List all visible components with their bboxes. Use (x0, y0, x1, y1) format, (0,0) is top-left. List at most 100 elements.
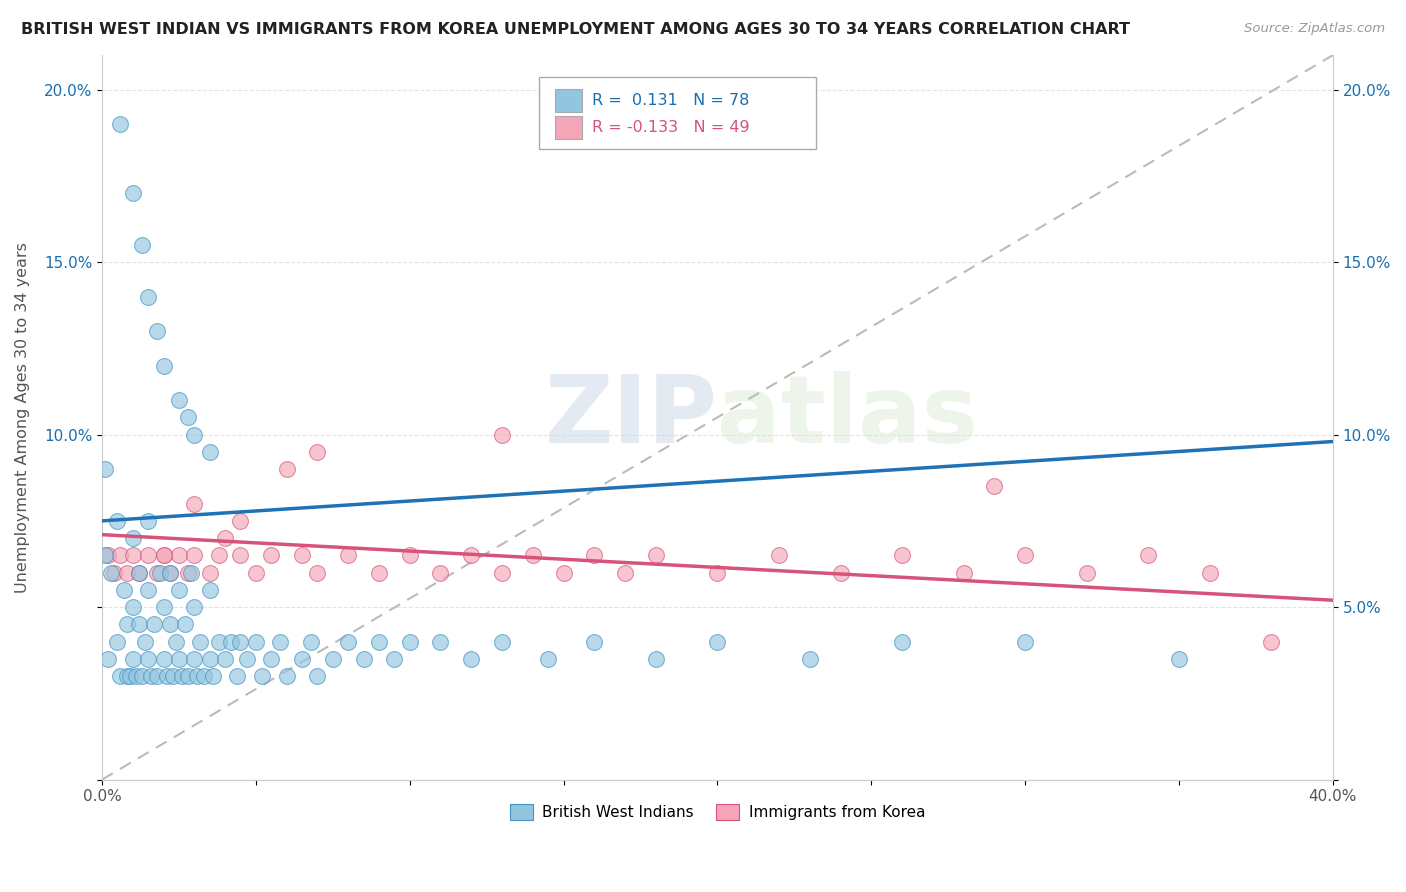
Immigrants from Korea (952, 566, 974, 580)
Immigrants from Korea (152, 549, 174, 563)
Immigrants from Korea (276, 462, 298, 476)
British West Indians (276, 669, 298, 683)
Immigrants from Korea (146, 566, 169, 580)
Immigrants from Korea (583, 549, 606, 563)
British West Indians (136, 514, 159, 528)
Immigrants from Korea (152, 549, 174, 563)
British West Indians (167, 393, 190, 408)
Immigrants from Korea (110, 549, 132, 563)
British West Indians (94, 462, 117, 476)
British West Indians (143, 617, 166, 632)
British West Indians (353, 652, 375, 666)
Legend: British West Indians, Immigrants from Korea: British West Indians, Immigrants from Ko… (503, 798, 931, 826)
Immigrants from Korea (229, 549, 252, 563)
Immigrants from Korea (260, 549, 283, 563)
British West Indians (198, 652, 221, 666)
British West Indians (152, 600, 174, 615)
British West Indians (429, 634, 451, 648)
British West Indians (118, 669, 141, 683)
Immigrants from Korea (522, 549, 544, 563)
British West Indians (136, 652, 159, 666)
British West Indians (1014, 634, 1036, 648)
British West Indians (214, 652, 236, 666)
British West Indians (121, 186, 143, 201)
Immigrants from Korea (429, 566, 451, 580)
British West Indians (177, 410, 200, 425)
Immigrants from Korea (291, 549, 314, 563)
Immigrants from Korea (115, 566, 138, 580)
Immigrants from Korea (97, 549, 120, 563)
Immigrants from Korea (167, 549, 190, 563)
British West Indians (460, 652, 482, 666)
Immigrants from Korea (136, 549, 159, 563)
British West Indians (174, 617, 197, 632)
British West Indians (226, 669, 249, 683)
Immigrants from Korea (183, 497, 205, 511)
Immigrants from Korea (103, 566, 125, 580)
Immigrants from Korea (614, 566, 637, 580)
British West Indians (159, 617, 181, 632)
Text: ZIP: ZIP (544, 371, 717, 463)
British West Indians (260, 652, 283, 666)
British West Indians (136, 582, 159, 597)
British West Indians (134, 634, 156, 648)
British West Indians (208, 634, 231, 648)
Immigrants from Korea (337, 549, 360, 563)
British West Indians (368, 634, 391, 648)
Immigrants from Korea (198, 566, 221, 580)
British West Indians (165, 634, 187, 648)
British West Indians (245, 634, 267, 648)
FancyBboxPatch shape (555, 89, 582, 112)
Immigrants from Korea (229, 514, 252, 528)
British West Indians (183, 600, 205, 615)
British West Indians (322, 652, 344, 666)
British West Indians (121, 652, 143, 666)
British West Indians (121, 600, 143, 615)
Immigrants from Korea (891, 549, 914, 563)
British West Indians (155, 669, 177, 683)
Immigrants from Korea (706, 566, 728, 580)
Immigrants from Korea (491, 566, 513, 580)
British West Indians (382, 652, 405, 666)
Immigrants from Korea (245, 566, 267, 580)
Immigrants from Korea (1137, 549, 1160, 563)
British West Indians (167, 652, 190, 666)
British West Indians (167, 582, 190, 597)
British West Indians (110, 669, 132, 683)
British West Indians (799, 652, 821, 666)
Immigrants from Korea (214, 531, 236, 545)
British West Indians (152, 652, 174, 666)
Immigrants from Korea (553, 566, 575, 580)
British West Indians (219, 634, 242, 648)
Immigrants from Korea (830, 566, 852, 580)
British West Indians (170, 669, 193, 683)
British West Indians (183, 652, 205, 666)
Y-axis label: Unemployment Among Ages 30 to 34 years: Unemployment Among Ages 30 to 34 years (15, 242, 30, 593)
British West Indians (337, 634, 360, 648)
Immigrants from Korea (177, 566, 200, 580)
British West Indians (149, 566, 172, 580)
British West Indians (131, 238, 153, 252)
British West Indians (100, 566, 122, 580)
Immigrants from Korea (159, 566, 181, 580)
British West Indians (291, 652, 314, 666)
British West Indians (250, 669, 273, 683)
British West Indians (110, 117, 132, 131)
Immigrants from Korea (1198, 566, 1220, 580)
Immigrants from Korea (208, 549, 231, 563)
British West Indians (537, 652, 560, 666)
British West Indians (201, 669, 224, 683)
Immigrants from Korea (644, 549, 666, 563)
British West Indians (706, 634, 728, 648)
FancyBboxPatch shape (538, 77, 815, 149)
Immigrants from Korea (307, 566, 329, 580)
Immigrants from Korea (183, 549, 205, 563)
British West Indians (159, 566, 181, 580)
British West Indians (136, 290, 159, 304)
Immigrants from Korea (398, 549, 420, 563)
Immigrants from Korea (983, 479, 1005, 493)
Immigrants from Korea (1260, 634, 1282, 648)
British West Indians (307, 669, 329, 683)
British West Indians (152, 359, 174, 373)
British West Indians (125, 669, 148, 683)
